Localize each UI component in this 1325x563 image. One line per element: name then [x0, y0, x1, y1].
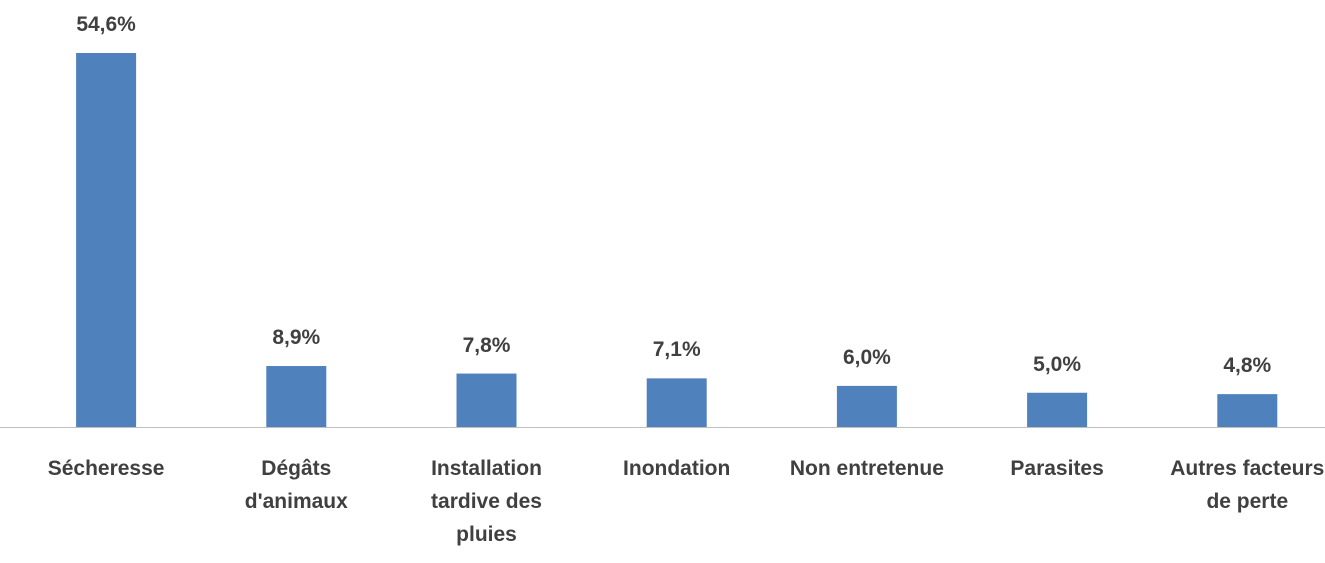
x-tick-label: Installation tardive des pluies	[431, 457, 542, 546]
bar	[76, 52, 137, 428]
x-tick-label: Dégâts d'animaux	[244, 457, 348, 513]
value-label: 7,8%	[462, 333, 511, 357]
bar	[266, 366, 327, 427]
value-label: 5,0%	[1033, 352, 1082, 376]
x-tick-label: Sécheresse	[47, 457, 165, 480]
value-label: 4,8%	[1223, 354, 1272, 378]
x-tick-label: Autres facteurs de perte	[1170, 457, 1325, 513]
value-label: 8,9%	[272, 326, 321, 350]
x-tick-label: Inondation	[623, 457, 731, 480]
bar	[836, 385, 897, 427]
x-tick-label: Parasites	[1010, 457, 1104, 480]
value-label: 7,1%	[652, 338, 701, 362]
value-label: 6,0%	[842, 345, 891, 369]
x-tick-label: Non entretenue	[789, 457, 944, 480]
bar	[1217, 394, 1278, 427]
bar	[1027, 392, 1088, 427]
bar	[646, 378, 707, 427]
value-label: 54,6%	[76, 12, 136, 36]
bar	[456, 373, 517, 427]
